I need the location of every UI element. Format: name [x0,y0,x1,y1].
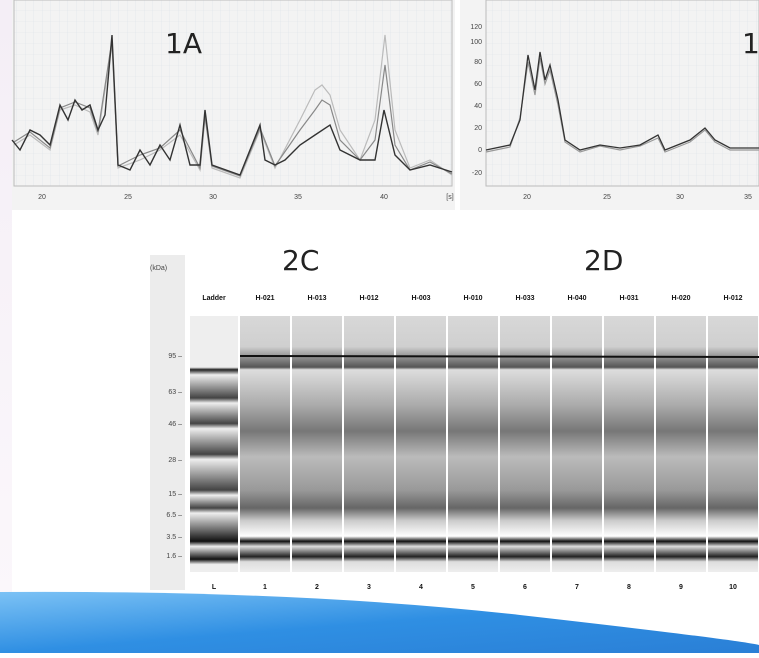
lane-name: H-031 [619,295,638,302]
x-tick-label: [s] [446,194,453,201]
lane-name: H-012 [359,295,378,302]
size-marker: 15 – [168,491,182,498]
panel-label: 1 [742,27,759,60]
gel-lane [292,316,342,572]
y-tick-label: -20 [472,170,482,177]
y-tick-label: 100 [470,39,482,46]
lane-number: 5 [471,584,475,591]
gel-lane [500,316,550,572]
lane-name: H-010 [463,295,482,302]
lane-number: L [212,584,217,591]
y-tick-label: 120 [470,24,482,31]
panel-1b: 1 120 100 80 60 40 20 0 -20 20 25 30 35 [460,0,759,210]
x-tick-label: 20 [38,194,46,201]
unit-label: (kDa) [150,265,167,272]
x-tick-label: 35 [744,194,752,201]
gel-lane [448,316,498,572]
lane-name: H-021 [255,295,274,302]
gel-label: 2C [282,244,319,277]
size-marker: 95 – [168,353,182,360]
size-marker: 3.5 – [166,534,182,541]
lane-number: 8 [627,584,631,591]
lane-number: 1 [263,584,267,591]
size-marker: 46 – [168,421,182,428]
gel-lane [240,316,290,572]
gel: (kDa) 2C 2D Ladder L H-021 1 H-013 2 H-012 3 H-0… [145,244,759,595]
y-tick-label: 40 [474,103,482,110]
lane-name: H-040 [567,295,586,302]
gel-lane [344,316,394,572]
gel-label: 2D [584,244,623,277]
gel-lane [396,316,446,572]
y-tick-label: 60 [474,81,482,88]
lane-number: 3 [367,584,371,591]
panel-1a: 1A 20 25 30 35 40 [s] [12,0,455,210]
lane-name: H-013 [307,295,326,302]
lane-number: 7 [575,584,579,591]
x-tick-label: 25 [603,194,611,201]
gel-lane [656,316,706,572]
lane-number: 10 [729,584,737,591]
lane-name: Ladder [202,295,226,302]
x-tick-label: 35 [294,194,302,201]
gel-lane [604,316,654,572]
y-tick-label: 80 [474,59,482,66]
lane-name: H-012 [723,295,742,302]
lane-number: 2 [315,584,319,591]
x-tick-label: 30 [676,194,684,201]
x-tick-label: 20 [523,194,531,201]
x-tick-label: 25 [124,194,132,201]
lane-name: H-020 [671,295,690,302]
lane-number: 6 [523,584,527,591]
x-tick-label: 30 [209,194,217,201]
y-tick-label: 20 [474,125,482,132]
gel-lane [708,316,758,572]
panel-label: 1A [165,27,202,60]
lane-name: H-033 [515,295,534,302]
size-marker: 1.6 – [166,553,182,560]
size-marker: 6.5 – [166,512,182,519]
y-tick-label: 0 [478,147,482,154]
size-marker: 28 – [168,457,182,464]
gel-lane [190,316,238,572]
marker-band [240,356,759,357]
lane-number: 4 [419,584,423,591]
lane-name: H-003 [411,295,430,302]
lane-number: 9 [679,584,683,591]
page: 1A 2025303540[s] 1 120100806040200-20202… [0,0,759,653]
gel-lane [552,316,602,572]
x-tick-label: 40 [380,194,388,201]
size-marker: 63 – [168,389,182,396]
